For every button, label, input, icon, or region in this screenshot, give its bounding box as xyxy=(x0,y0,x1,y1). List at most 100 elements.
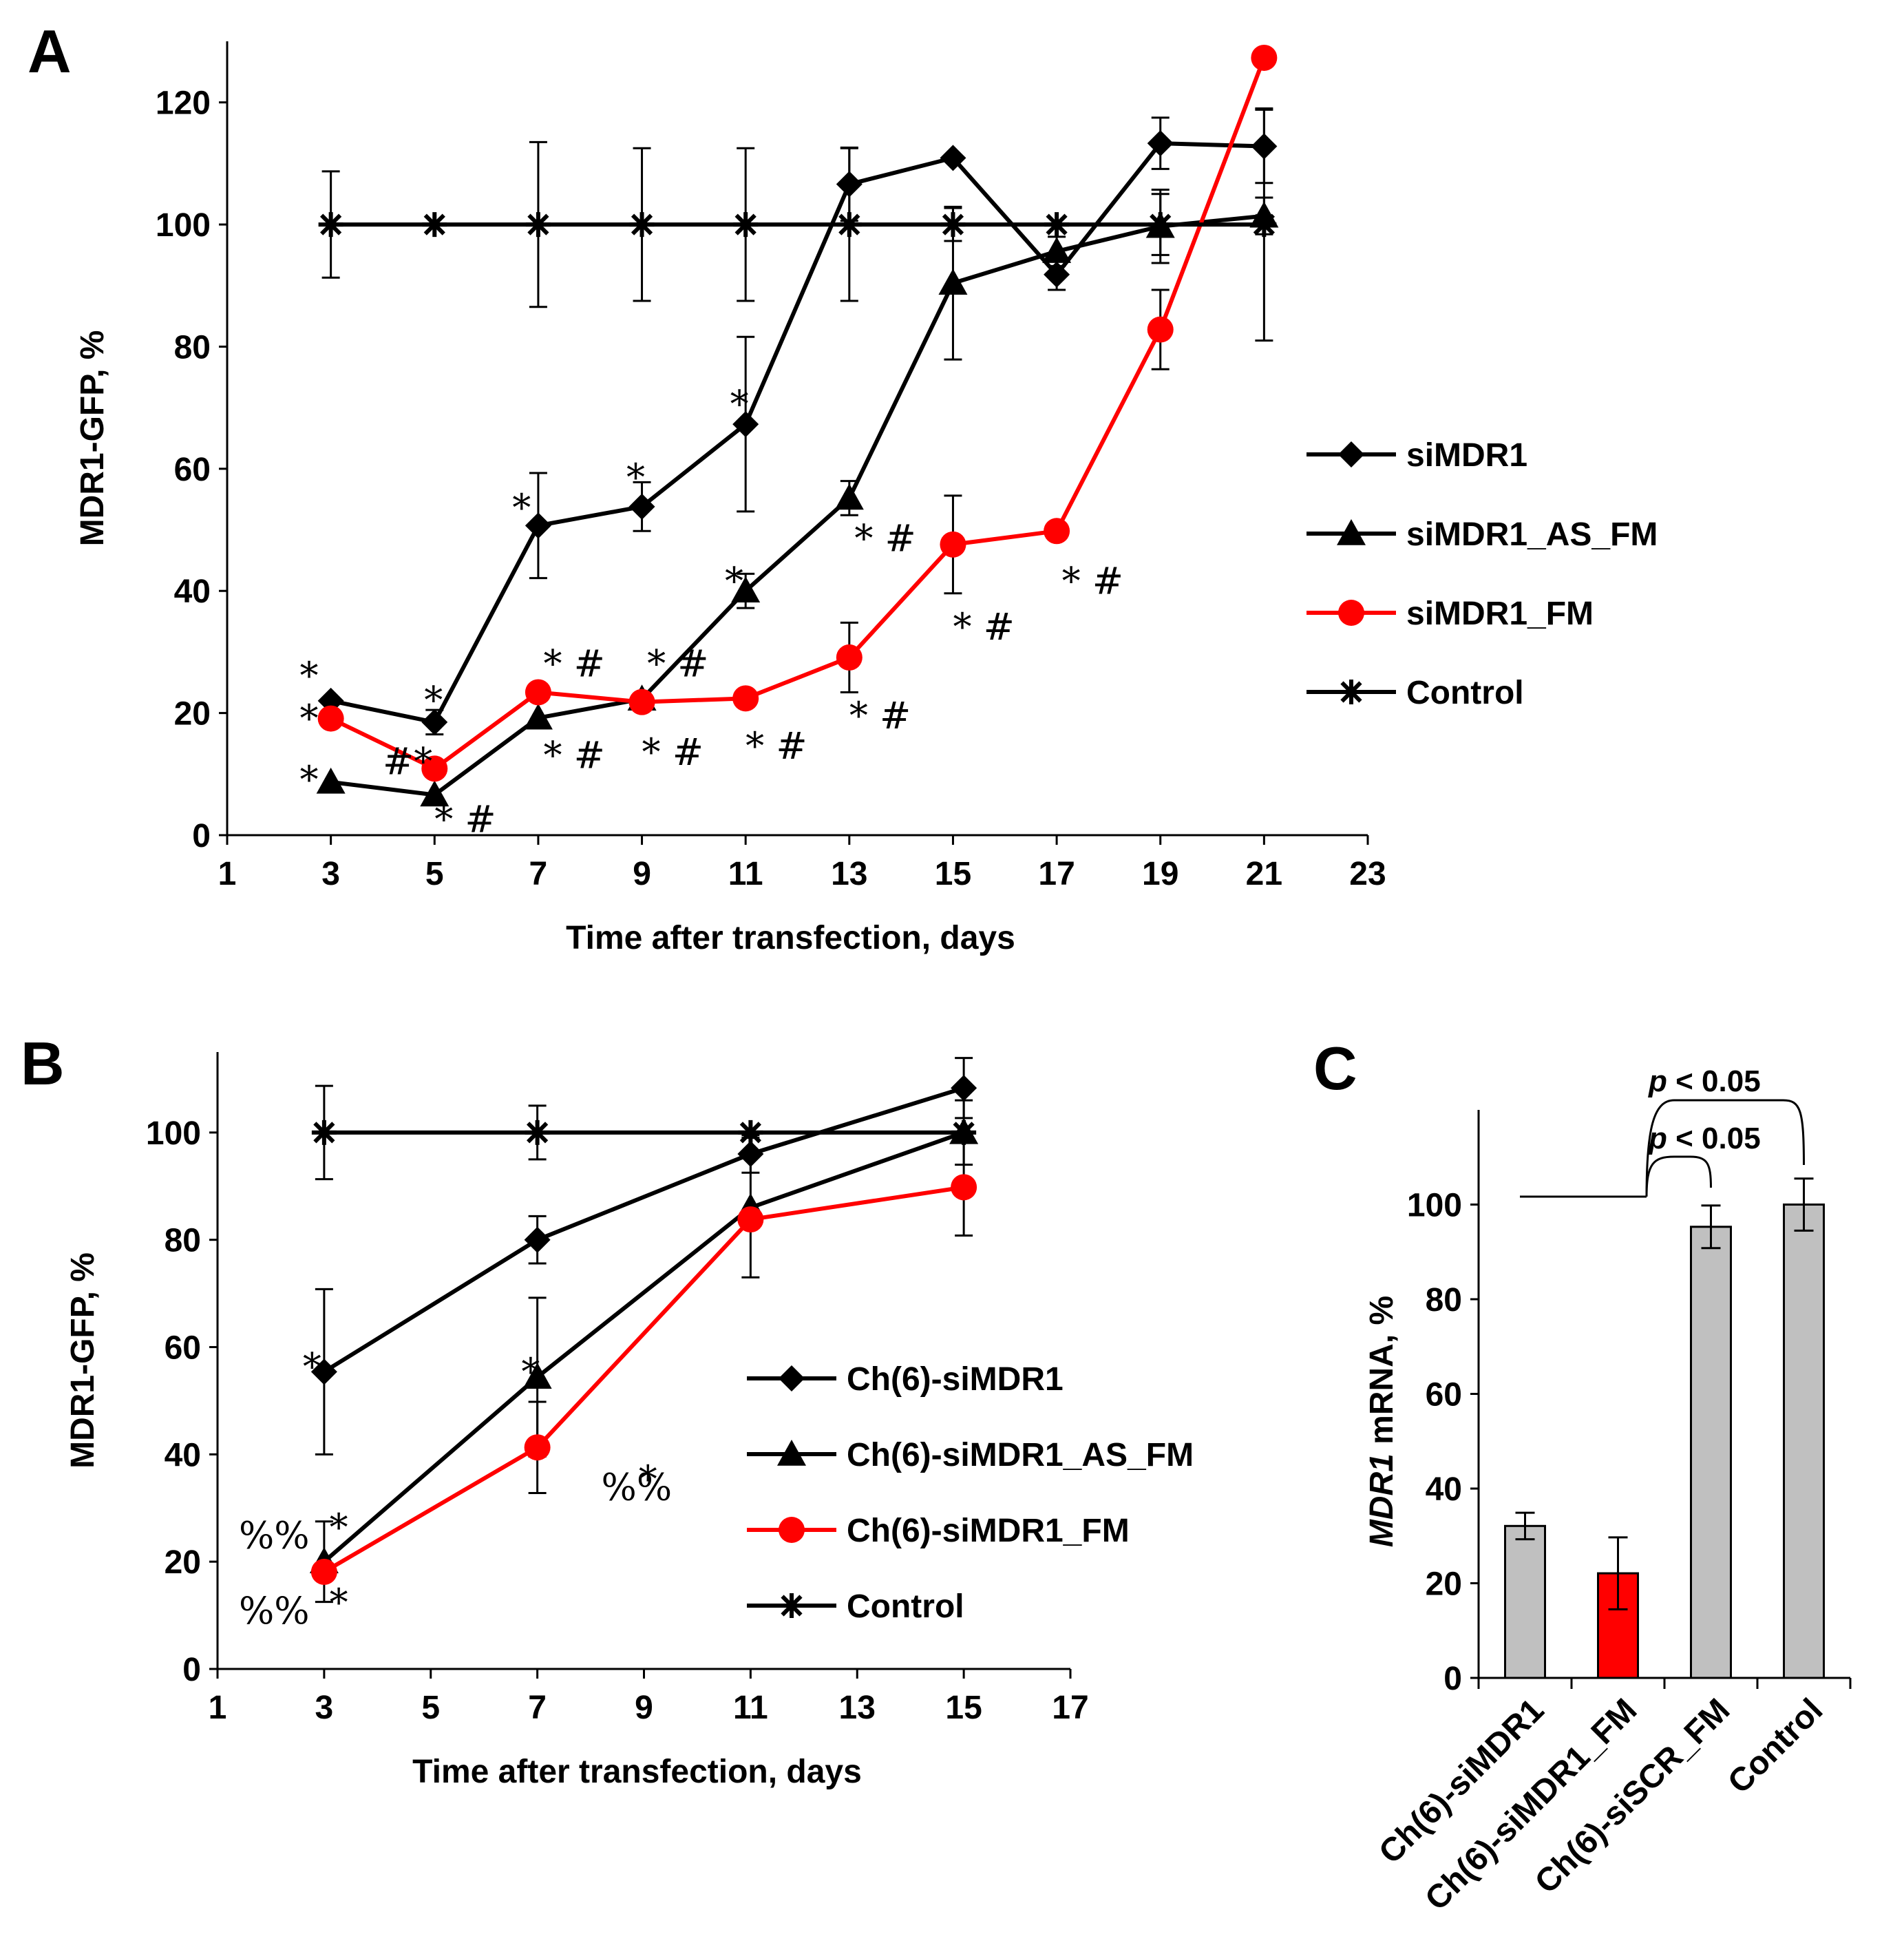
data-point xyxy=(940,531,966,558)
data-point xyxy=(316,767,346,794)
significance-bracket xyxy=(1645,1155,1712,1197)
series-siMDR1_AS_FM xyxy=(316,189,1279,807)
legend-marker xyxy=(779,1593,804,1618)
x-tick-label: 15 xyxy=(935,856,971,892)
significance-value: < 0.05 xyxy=(1667,1122,1761,1155)
significance-label: p < 0.05 xyxy=(1648,1064,1761,1098)
data-point xyxy=(951,1120,977,1145)
y-tick-label: 20 xyxy=(174,696,211,733)
significance-mark: * xyxy=(330,1581,348,1624)
significance-mark: * xyxy=(725,560,743,603)
data-point xyxy=(731,576,761,603)
data-point xyxy=(1147,130,1174,157)
x-tick-label: 3 xyxy=(321,856,340,892)
x-tick-label: 13 xyxy=(831,856,867,892)
data-point xyxy=(318,212,343,238)
significance-mark: * # xyxy=(854,517,916,560)
data-point xyxy=(525,679,551,706)
data-point xyxy=(317,705,344,732)
significance-mark: %% xyxy=(239,1514,310,1557)
significance-mark: * # xyxy=(434,798,496,841)
panel-label-c: C xyxy=(1313,1034,1357,1102)
y-tick-label: 40 xyxy=(1426,1471,1462,1508)
data-point xyxy=(1042,237,1072,263)
significance-mark: %% xyxy=(239,1589,310,1632)
y-tick-label: 60 xyxy=(1426,1377,1462,1414)
series-line xyxy=(323,1185,964,1574)
panel-label-a: A xyxy=(28,17,72,85)
data-point xyxy=(421,755,448,782)
data-point xyxy=(1147,212,1173,238)
significance-mark: * xyxy=(330,1506,348,1549)
x-tick-label: 13 xyxy=(839,1690,876,1726)
data-point xyxy=(940,212,966,238)
significance-mark: %% xyxy=(602,1466,673,1509)
x-tick-label: 9 xyxy=(635,1690,653,1726)
significance-mark: * xyxy=(730,382,749,426)
series-line xyxy=(330,213,1265,797)
y-tick-label: 0 xyxy=(1443,1661,1462,1697)
y-tick-label: 80 xyxy=(1426,1282,1462,1319)
x-tick-label: 17 xyxy=(1052,1690,1088,1726)
y-tick-label: 20 xyxy=(1426,1566,1462,1603)
series-siMDR1_FM xyxy=(317,44,1278,782)
significance-mark: * xyxy=(299,654,318,697)
data-point xyxy=(524,1226,551,1253)
significance-p: p xyxy=(1648,1064,1667,1098)
legend-label: Ch(6)-siMDR1_FM xyxy=(847,1513,1130,1549)
x-tick-label: 7 xyxy=(528,1690,547,1726)
significance-label: p < 0.05 xyxy=(1648,1122,1761,1155)
y-tick-label: 40 xyxy=(165,1437,201,1473)
data-point xyxy=(523,703,553,730)
bar xyxy=(1690,1226,1732,1679)
data-point xyxy=(1251,212,1277,238)
data-point xyxy=(836,212,862,238)
data-point xyxy=(951,1174,977,1201)
data-point xyxy=(951,1075,977,1102)
y-tick-label: 0 xyxy=(182,1652,201,1688)
series-line xyxy=(330,56,1267,771)
data-point xyxy=(422,212,447,238)
x-tick-label: 7 xyxy=(529,856,548,892)
x-tick-label: 1 xyxy=(209,1690,227,1726)
data-point xyxy=(938,269,968,295)
y-tick-label: 100 xyxy=(146,1115,201,1152)
x-tick-label: 21 xyxy=(1246,856,1282,892)
data-point xyxy=(834,483,864,510)
y-tick-label: 100 xyxy=(1407,1188,1462,1224)
bar xyxy=(1783,1204,1825,1679)
legend-marker xyxy=(779,1517,805,1543)
data-point xyxy=(628,493,655,520)
x-tick-label: 15 xyxy=(945,1690,982,1726)
y-axis-label-rest: mRNA, % xyxy=(1364,1296,1400,1453)
legend-label: Control xyxy=(847,1588,964,1625)
x-axis-label: Time after transfection, days xyxy=(412,1754,862,1790)
series-Control xyxy=(318,107,1277,342)
legend-marker xyxy=(777,1440,806,1466)
data-point xyxy=(1251,44,1278,71)
y-tick-label: 20 xyxy=(165,1544,201,1581)
significance-mark: * # xyxy=(1062,560,1123,603)
legend-marker xyxy=(1338,600,1364,626)
x-tick-label: 19 xyxy=(1142,856,1178,892)
y-axis-label: MDR1-GFP, % xyxy=(74,330,111,547)
legend-marker xyxy=(1339,680,1364,704)
data-point xyxy=(738,1120,763,1145)
significance-mark: * # xyxy=(849,694,911,737)
significance-mark: * xyxy=(512,486,531,529)
y-tick-label: 40 xyxy=(174,574,211,610)
x-tick-label: Ch(6)-siMDR1 xyxy=(1372,1692,1551,1871)
x-tick-label: 9 xyxy=(633,856,651,892)
x-tick-label: 5 xyxy=(421,1690,440,1726)
data-point xyxy=(421,708,448,735)
significance-mark: * # xyxy=(543,733,604,777)
y-tick-label: 80 xyxy=(165,1223,201,1259)
series-line xyxy=(330,141,1265,724)
y-axis-label: MDR1-GFP, % xyxy=(65,1252,101,1469)
y-tick-label: 60 xyxy=(174,452,211,488)
x-tick-label: 23 xyxy=(1349,856,1386,892)
data-point xyxy=(525,212,551,238)
